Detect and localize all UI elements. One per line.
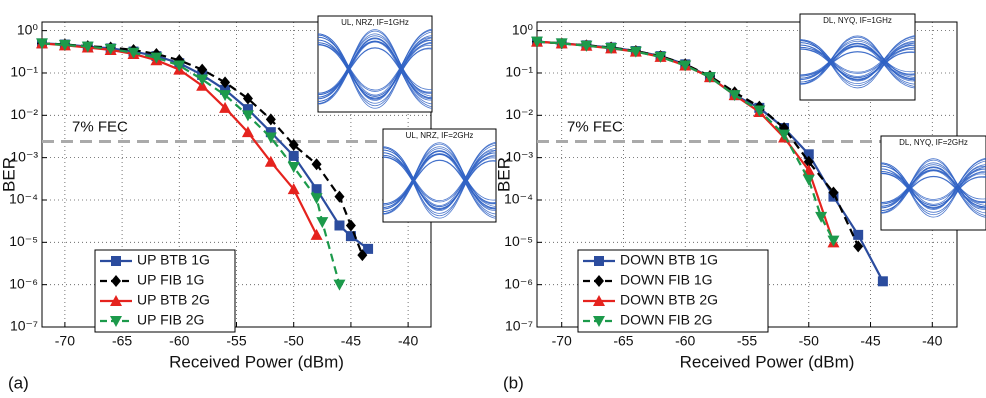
legend-label: UP BTB 2G [137,292,210,308]
y-tick-label: 10⁰ [512,21,534,37]
inset-title: DL, NYQ, IF=2GHz [899,138,968,147]
y-tick-label: 10⁻⁵ [504,233,533,249]
inset-box [881,136,986,230]
x-tick-label: -70 [552,333,572,349]
figure: -70-65-60-55-50-45-4010⁰10⁻¹10⁻²10⁻³10⁻⁴… [0,0,986,398]
fec-label: 7% FEC [567,119,623,136]
x-tick-label: -50 [799,333,819,349]
y-axis-label: BER [0,157,18,192]
y-tick-label: 10⁻¹ [505,64,533,80]
x-tick-label: -60 [169,333,189,349]
y-axis-label: BER [494,157,513,192]
y-tick-label: 10⁻⁴ [504,191,533,207]
y-tick-label: 10⁻⁶ [504,275,533,291]
panel-label: (a) [8,373,29,392]
panel-label: (b) [503,373,524,392]
inset-title: UL, NRZ, IF=1GHz [341,18,409,27]
legend-label: UP BTB 1G [137,252,210,268]
y-tick-label: 10⁻⁶ [9,275,38,291]
x-tick-label: -70 [55,333,75,349]
inset-title: DL, NYQ, IF=1GHz [823,16,892,25]
legend-marker [111,256,121,266]
y-tick-label: 10⁻⁷ [505,318,533,334]
y-tick-label: 10⁻¹ [10,64,38,80]
x-tick-label: -60 [675,333,695,349]
inset-title: UL, NRZ, IF=2GHz [406,131,474,140]
y-tick-label: 10⁻² [505,106,533,122]
y-tick-label: 10⁰ [17,21,39,37]
x-axis-label: Received Power (dBm) [169,352,344,371]
legend-label: UP FIB 2G [137,312,204,328]
x-tick-label: -40 [398,333,418,349]
x-tick-label: -55 [226,333,246,349]
x-axis-label: Received Power (dBm) [680,352,855,371]
legend-marker [594,256,604,266]
x-tick-label: -45 [860,333,880,349]
legend-label: DOWN FIB 2G [620,312,713,328]
fec-label: 7% FEC [72,119,128,136]
legend-label: UP FIB 1G [137,272,204,288]
marker [878,276,888,286]
legend-label: DOWN FIB 1G [620,272,713,288]
x-tick-label: -40 [922,333,942,349]
x-tick-label: -55 [737,333,757,349]
y-tick-label: 10⁻⁴ [9,191,38,207]
x-tick-label: -65 [613,333,633,349]
marker [289,151,299,161]
legend-label: DOWN BTB 2G [620,292,718,308]
marker [334,220,344,230]
x-tick-label: -65 [112,333,132,349]
y-tick-label: 10⁻⁷ [10,318,38,334]
x-tick-label: -50 [284,333,304,349]
marker [853,230,863,240]
y-tick-label: 10⁻⁵ [9,233,38,249]
x-tick-label: -45 [341,333,361,349]
legend-label: DOWN BTB 1G [620,252,718,268]
y-tick-label: 10⁻² [10,106,38,122]
